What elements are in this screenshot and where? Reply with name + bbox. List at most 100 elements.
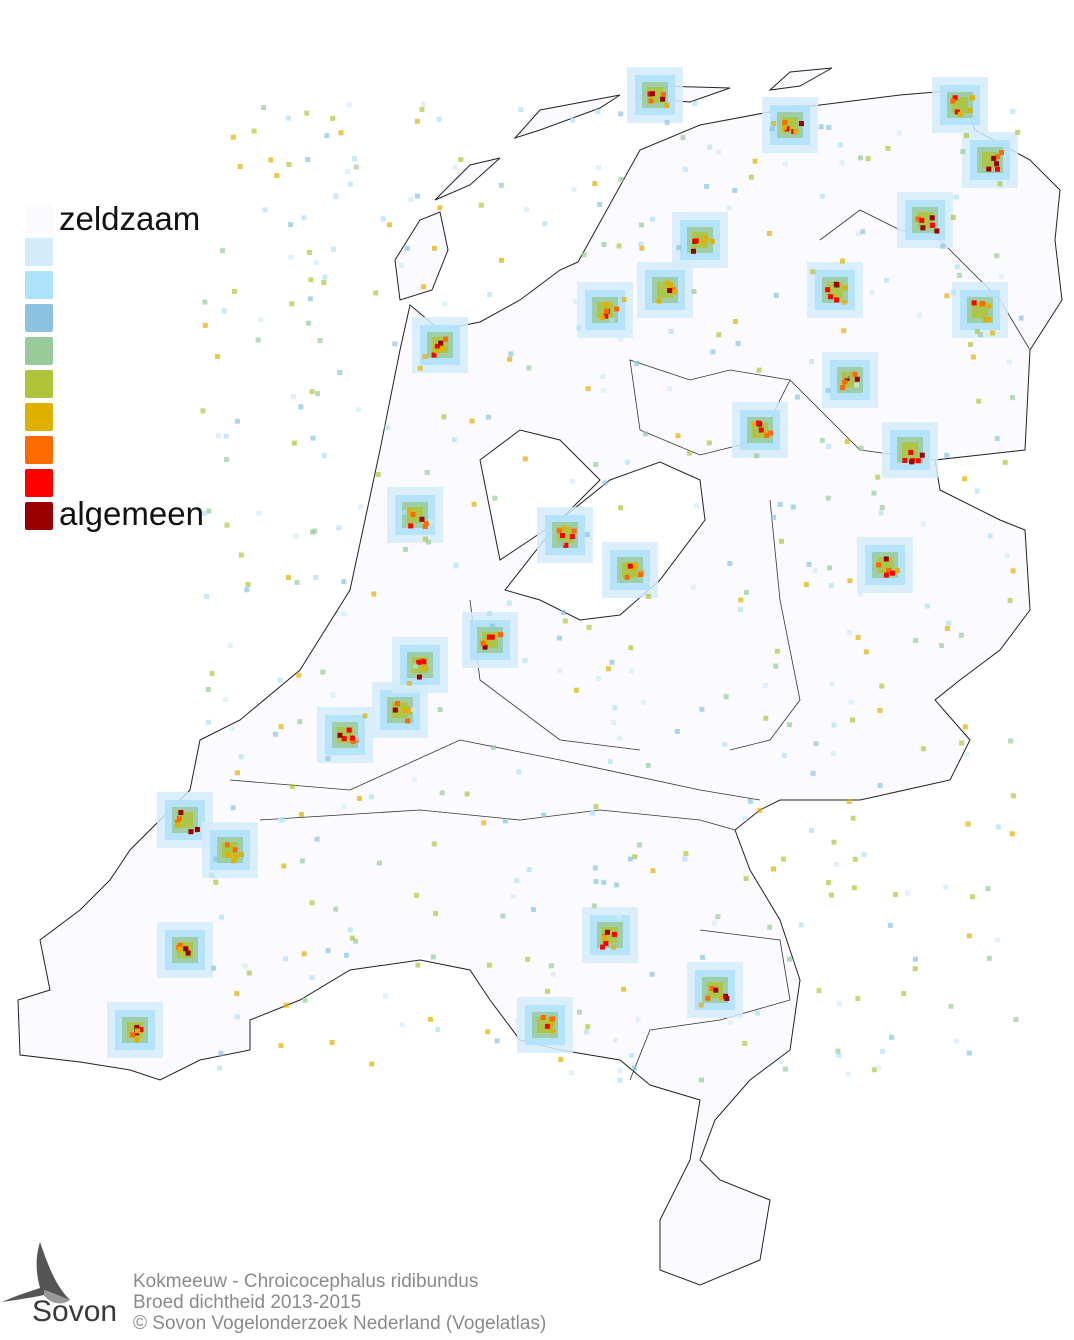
density-cell	[345, 169, 351, 175]
density-cell	[549, 1021, 555, 1027]
density-cell	[674, 728, 680, 734]
density-cell	[227, 642, 233, 648]
density-cell	[902, 457, 908, 463]
density-cell	[202, 299, 208, 305]
density-cell	[550, 1032, 556, 1038]
density-cell	[650, 868, 656, 874]
density-cell	[887, 922, 893, 928]
density-cell	[314, 391, 320, 397]
density-cell	[480, 640, 486, 646]
density-cell	[419, 106, 425, 112]
density-cell	[994, 937, 1000, 943]
density-cell	[840, 385, 846, 391]
density-cell	[846, 798, 852, 804]
density-cell	[756, 420, 762, 426]
density-cell	[960, 149, 966, 155]
density-cell	[373, 290, 379, 296]
density-cell	[570, 117, 576, 123]
density-cell	[693, 238, 699, 244]
density-cell	[990, 330, 996, 336]
density-cell	[741, 815, 747, 821]
density-cell	[557, 668, 563, 674]
density-cell	[220, 248, 226, 254]
density-cell	[837, 142, 843, 148]
density-cell	[929, 222, 935, 228]
density-cell	[453, 562, 459, 568]
density-cell	[715, 914, 721, 920]
density-cell	[376, 860, 382, 866]
density-cell	[743, 876, 749, 882]
density-cell	[774, 648, 780, 654]
density-cell	[234, 1014, 240, 1020]
density-cell	[600, 944, 606, 950]
density-cell	[256, 510, 262, 516]
density-cell	[209, 671, 215, 677]
density-cell	[738, 597, 744, 603]
density-cell	[994, 435, 1000, 441]
density-cell	[544, 988, 550, 994]
density-cell	[560, 533, 566, 539]
density-cell	[576, 1009, 582, 1015]
density-cell	[876, 562, 882, 568]
density-cell	[660, 91, 666, 97]
density-cell	[727, 1020, 733, 1026]
density-cell	[134, 1037, 140, 1043]
density-cell	[230, 134, 236, 140]
density-cell	[384, 425, 390, 431]
density-cell	[969, 95, 975, 101]
density-cell	[487, 962, 493, 968]
density-cell	[767, 924, 773, 930]
density-cell	[618, 336, 624, 342]
density-cell	[556, 528, 562, 534]
density-cell	[954, 1038, 960, 1044]
density-cell	[827, 565, 833, 571]
density-cell	[818, 124, 824, 130]
density-cell	[879, 1048, 885, 1054]
density-cell	[719, 995, 725, 1001]
density-cell	[763, 715, 769, 721]
density-cell	[613, 1037, 619, 1043]
ijsselmeer-edge	[479, 429, 601, 561]
density-cell	[957, 111, 963, 117]
density-cell	[950, 289, 956, 295]
density-cell	[965, 821, 971, 827]
density-cell	[299, 858, 305, 864]
density-cell	[847, 629, 853, 635]
density-cell	[826, 443, 832, 449]
density-cell	[618, 176, 624, 182]
density-cell	[224, 457, 230, 463]
density-cell	[919, 217, 925, 223]
density-cell	[550, 971, 556, 977]
density-cell	[514, 878, 520, 884]
density-cell	[987, 533, 993, 539]
density-cell	[355, 407, 361, 413]
density-cell	[599, 314, 605, 320]
density-cell	[346, 102, 352, 108]
density-cell	[954, 264, 960, 270]
density-cell	[255, 337, 261, 343]
density-cell	[402, 546, 408, 552]
density-cells	[107, 67, 1024, 1083]
density-cell	[915, 216, 921, 222]
density-cell	[229, 726, 235, 732]
density-cell	[222, 696, 228, 702]
density-cell	[219, 914, 225, 920]
density-cell	[857, 591, 863, 597]
density-cell	[442, 301, 448, 307]
density-cell	[573, 687, 579, 693]
density-cell	[586, 624, 592, 630]
density-cell	[371, 591, 377, 597]
density-cell	[1010, 568, 1016, 574]
density-cell	[321, 453, 327, 459]
density-cell	[305, 157, 311, 163]
density-cell	[422, 536, 428, 542]
density-cell	[603, 940, 609, 946]
density-cell	[905, 890, 911, 896]
density-cell	[617, 735, 623, 741]
density-cell	[526, 365, 532, 371]
density-cell	[550, 1016, 556, 1022]
density-cell	[976, 398, 982, 404]
density-cell	[561, 525, 567, 531]
density-cell	[858, 445, 864, 451]
density-cell	[581, 252, 587, 258]
